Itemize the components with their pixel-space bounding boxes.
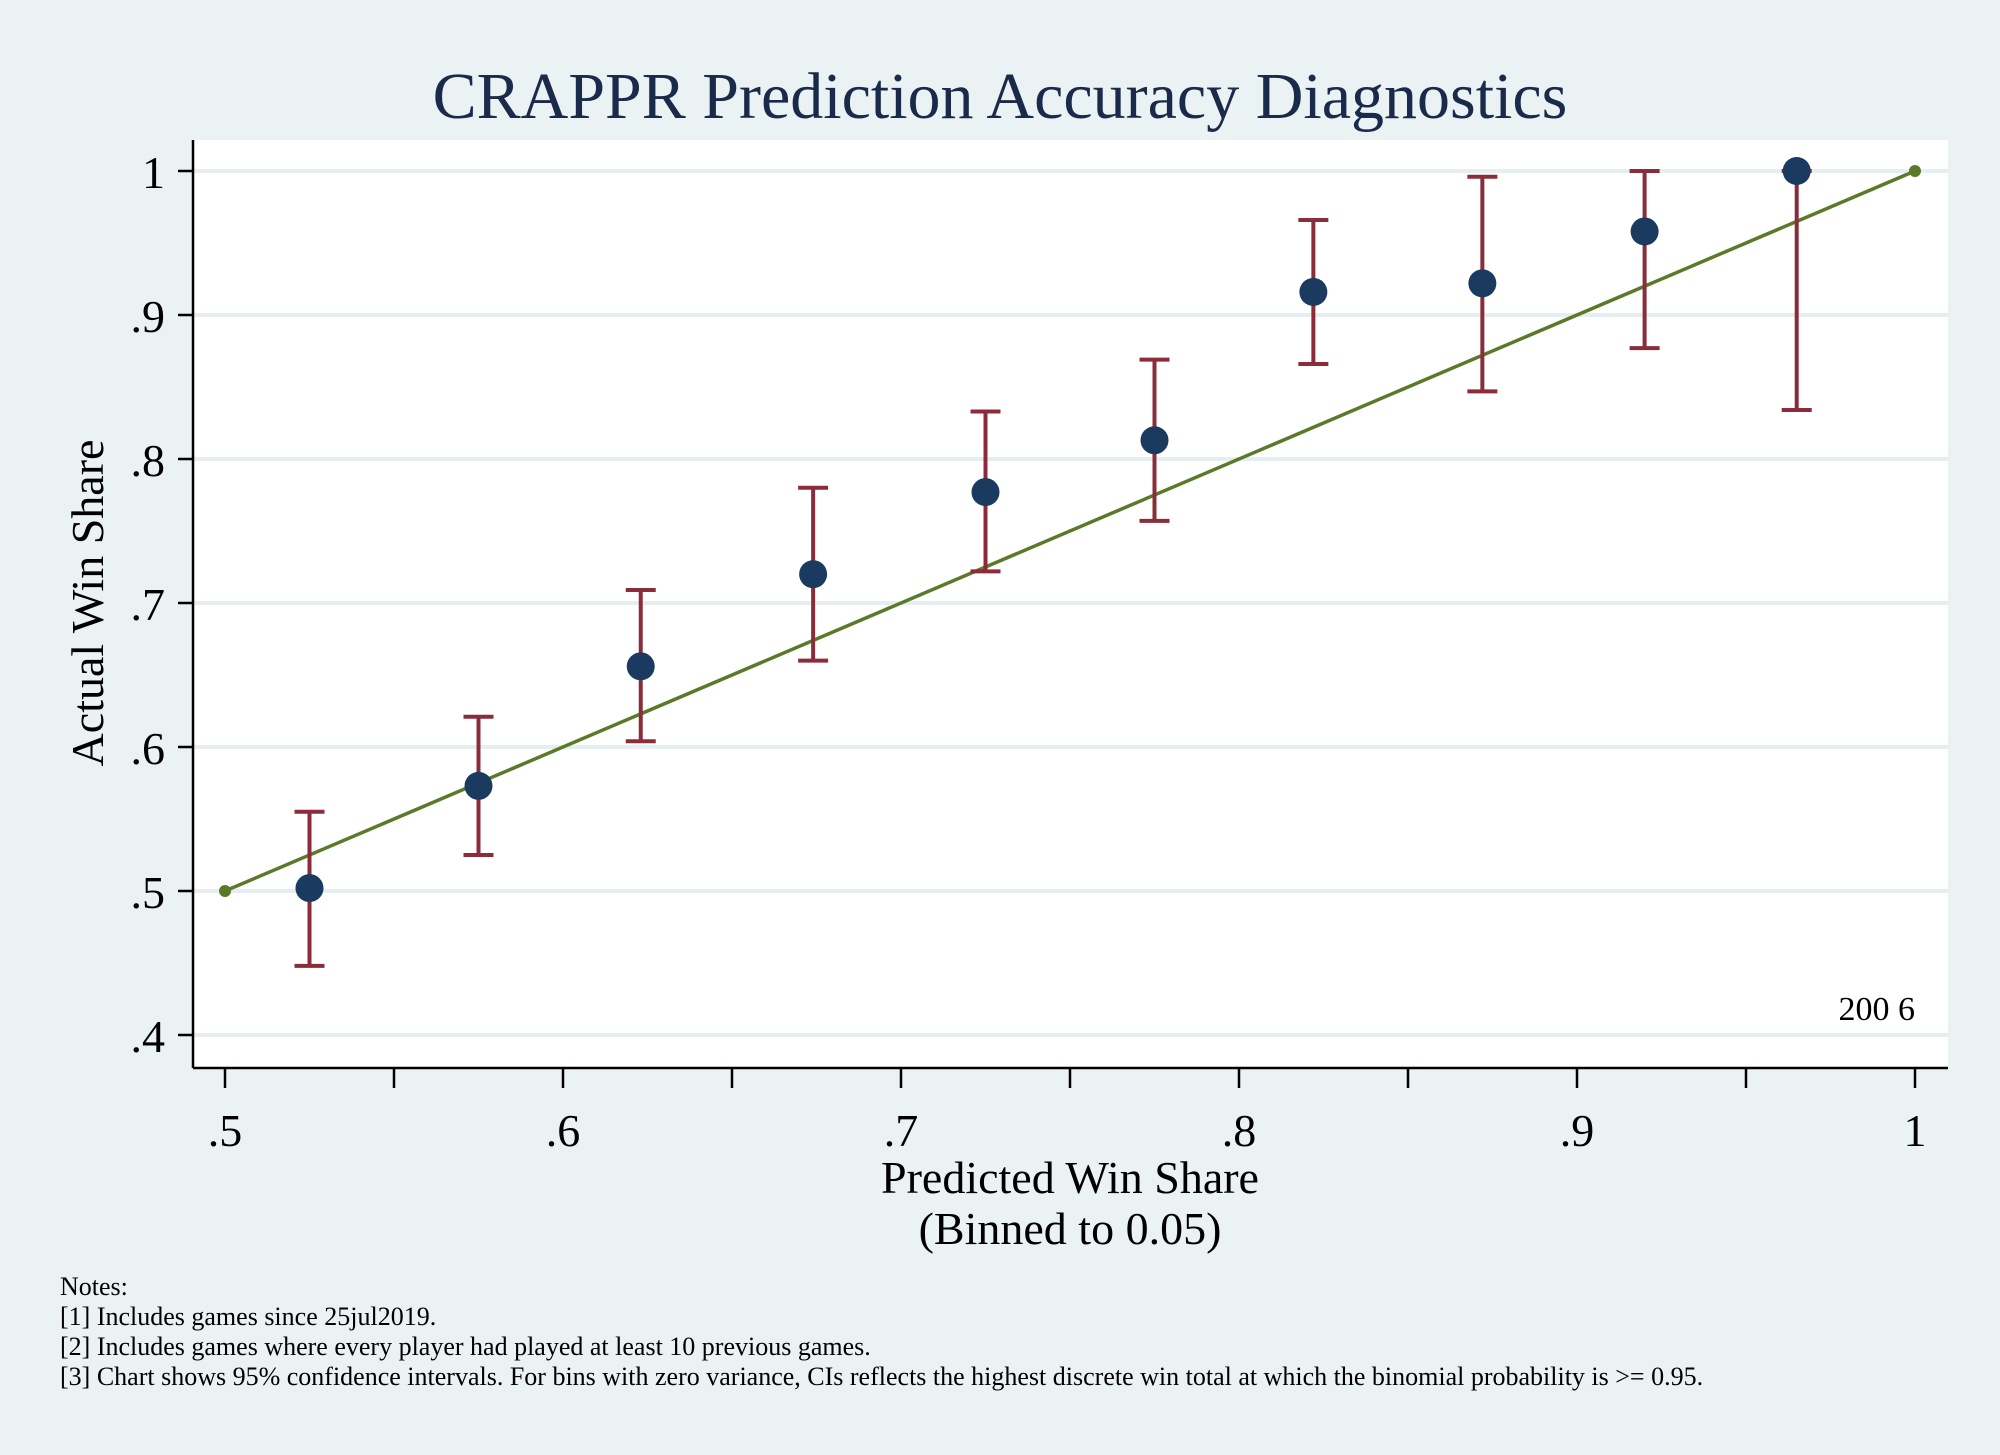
y-axis-ticks: .4 .5 .6 .7 .8 .9 1: [131, 147, 193, 1062]
data-point: [971, 478, 1000, 507]
x-axis-label-line2: (Binned to 0.05): [919, 1203, 1222, 1254]
x-tick-label: .6: [546, 1105, 581, 1156]
y-tick-label: .8: [131, 435, 166, 486]
reference-line-segment: [224, 169, 1916, 893]
reference-line-endpoint: [1909, 165, 1921, 177]
annotation-label: 200 6: [1839, 991, 1916, 1028]
notes: Notes: [1] Includes games since 25jul201…: [60, 1272, 1703, 1392]
chart-title: CRAPPR Prediction Accuracy Diagnostics: [433, 60, 1568, 133]
error-bar: [1629, 169, 1660, 351]
x-tick-label: 1: [1904, 1105, 1927, 1156]
y-tick-label: 1: [142, 147, 165, 198]
note-item-3: [3] Chart shows 95% confidence intervals…: [60, 1362, 1704, 1391]
y-tick-label: .4: [131, 1011, 166, 1062]
y-tick-label: .6: [131, 723, 166, 774]
data-point: [295, 874, 324, 903]
note-item-1: [1] Includes games since 25jul2019.: [60, 1302, 437, 1331]
x-tick-label: .8: [1222, 1105, 1257, 1156]
data-point: [799, 560, 828, 589]
note-item-2: [2] Includes games where every player ha…: [60, 1332, 871, 1361]
data-point: [1782, 157, 1811, 185]
data-point: [464, 771, 493, 800]
x-tick-label: .5: [208, 1105, 243, 1156]
y-axis-label: Actual Win Share: [62, 440, 113, 767]
x-tick-label: .9: [1560, 1105, 1595, 1156]
x-tick-label: .7: [884, 1105, 919, 1156]
reference-line-endpoint: [219, 885, 231, 897]
x-axis-label-line1: Predicted Win Share: [881, 1152, 1259, 1203]
y-tick-label: .7: [131, 579, 166, 630]
x-axis-ticks: .5 .6 .7 .8 .9 1: [208, 1068, 1927, 1156]
data-point: [626, 652, 655, 681]
reference-line: [219, 165, 1921, 897]
y-tick-label: .5: [131, 867, 166, 918]
data-points: [295, 157, 1811, 903]
notes-heading: Notes:: [60, 1272, 128, 1301]
data-point: [1630, 217, 1659, 246]
data-point: [1299, 277, 1328, 306]
data-point: [1140, 426, 1169, 455]
y-tick-label: .9: [131, 291, 166, 342]
data-point: [1468, 269, 1497, 298]
